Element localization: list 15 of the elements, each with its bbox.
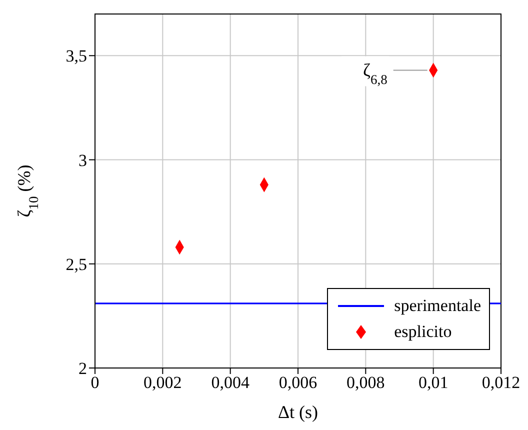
legend-label: esplicito [394,321,452,343]
x-tick-label: 0,002 [144,373,182,392]
x-tick-label: 0 [90,373,100,392]
y-tick-label: 2,5 [66,254,87,274]
x-tick-label: 0,008 [346,373,385,392]
y-tick-label: 3 [78,150,87,170]
x-tick-label: 0,004 [211,373,250,392]
x-tick-label: 0,012 [482,373,520,392]
x-tick-label: 0,006 [278,373,318,392]
y-tick-label: 3,5 [66,46,87,66]
legend-label: sperimentale [394,295,481,317]
x-axis-title: Δt (s) [278,402,318,422]
y-tick-label: 2 [78,359,87,378]
x-tick-label: 0,01 [418,373,448,392]
annotation: ζ$_{6,8}$ [363,60,388,87]
